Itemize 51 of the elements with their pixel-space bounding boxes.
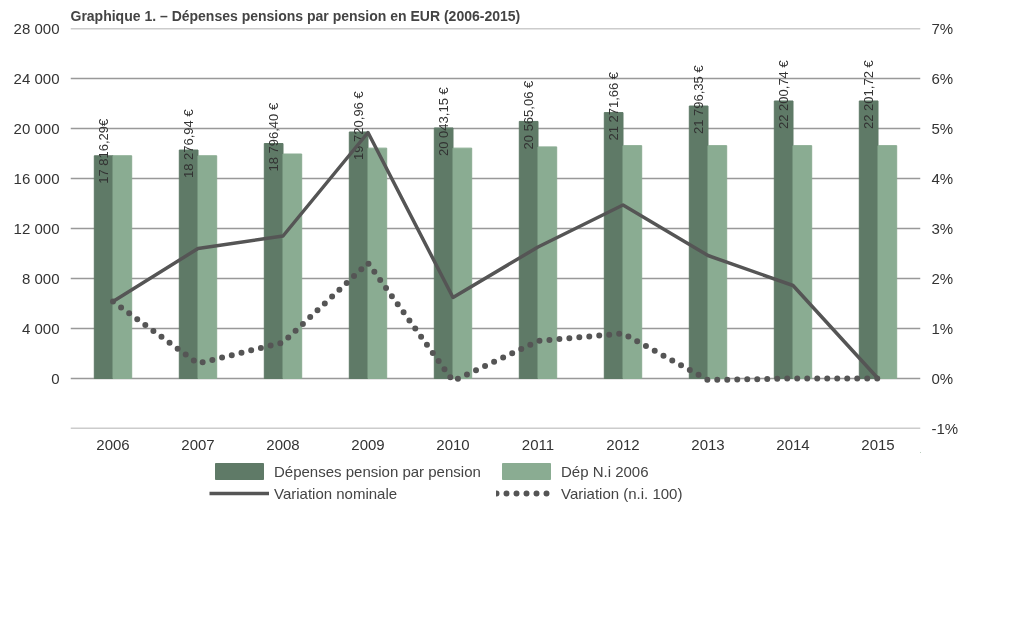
x-tick-label: 2006 — [96, 435, 130, 453]
data-label: 17 816,29€ — [96, 117, 112, 184]
chart-title: Graphique 1. – Dépenses pensions par pension en EUR (2006-2015) — [70, 7, 521, 24]
data-label: 18 276,94 € — [181, 108, 197, 179]
y2-tick-label: 5% — [931, 120, 954, 137]
data-label: 20 043,15 € — [436, 86, 452, 156]
y-tick-label: 16 000 — [13, 170, 60, 187]
y2-tick-label: 3% — [931, 220, 954, 237]
bar — [707, 145, 728, 379]
bar — [282, 153, 303, 379]
bar — [452, 147, 473, 379]
y2-tick-label: 1% — [931, 320, 954, 337]
bar — [112, 155, 133, 379]
data-label: 21 796,35 € — [691, 64, 707, 135]
bar — [622, 145, 643, 379]
x-tick-label: 2012 — [606, 435, 640, 453]
x-tick-label: 2009 — [351, 435, 385, 453]
data-label: 22 201,72 € — [861, 59, 877, 129]
y2-tick-label: 2% — [931, 270, 954, 287]
y2-tick-label: 0% — [931, 370, 954, 387]
bar — [197, 155, 218, 379]
bar — [877, 145, 898, 379]
x-tick-label: 2007 — [181, 435, 215, 453]
data-label: 21 271,66 € — [606, 71, 622, 141]
y-tick-label: 0 — [51, 370, 60, 387]
data-label: 22 200,74 € — [776, 59, 792, 129]
data-label: 18 796,40 € — [266, 102, 282, 172]
legend-label: Dép N.i 2006 — [561, 462, 650, 480]
x-tick-label: 2014 — [776, 435, 810, 453]
legend-label: Dépenses pension par pension — [274, 462, 482, 480]
bar — [537, 146, 558, 379]
legend-label: Variation nominale — [274, 484, 399, 502]
x-tick-label: 2011 — [521, 435, 555, 453]
y2-tick-label: 6% — [931, 70, 954, 87]
x-tick-label: 2015 — [861, 435, 895, 453]
y-tick-label: 12 000 — [13, 220, 60, 237]
y2-tick-label: 4% — [931, 170, 954, 187]
y-tick-label: 4 000 — [21, 320, 60, 337]
y2-tick-label: -1% — [931, 420, 959, 437]
y-tick-label: 24 000 — [13, 70, 60, 87]
x-tick-label: 2010 — [436, 435, 470, 453]
data-label: 20 565,06 € — [521, 79, 537, 150]
y-tick-label: 28 000 — [13, 20, 60, 37]
x-tick-label: 2013 — [691, 435, 725, 453]
y2-tick-label: 7% — [931, 20, 954, 37]
x-tick-label: 2008 — [266, 435, 300, 453]
bar — [367, 147, 388, 379]
y-tick-label: 20 000 — [13, 120, 60, 137]
y-tick-label: 8 000 — [21, 270, 60, 287]
legend-label: Variation (n.i. 100) — [561, 484, 684, 502]
bar — [792, 145, 813, 379]
